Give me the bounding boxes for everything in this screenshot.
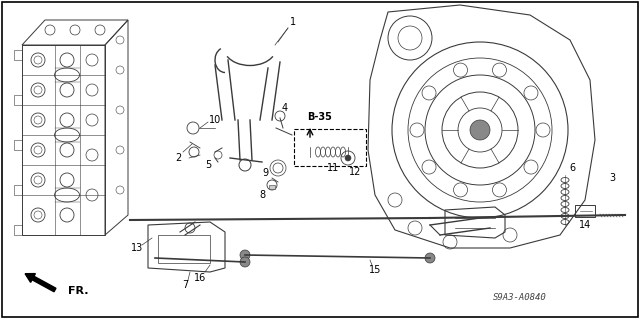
- Text: 2: 2: [175, 153, 181, 163]
- Text: 16: 16: [194, 273, 206, 283]
- Bar: [575, 205, 595, 217]
- Text: FR.: FR.: [68, 286, 88, 296]
- Text: 8: 8: [259, 190, 265, 200]
- Text: 5: 5: [205, 160, 211, 170]
- Text: 14: 14: [579, 220, 591, 230]
- Circle shape: [240, 257, 250, 267]
- Text: 10: 10: [209, 115, 221, 125]
- Bar: [14, 140, 22, 150]
- Bar: [14, 185, 22, 195]
- Bar: [14, 95, 22, 105]
- Text: 1: 1: [290, 17, 296, 27]
- Text: 15: 15: [369, 265, 381, 275]
- Text: 4: 4: [282, 103, 288, 113]
- Text: 9: 9: [262, 168, 268, 178]
- FancyArrow shape: [25, 274, 56, 292]
- Circle shape: [345, 155, 351, 161]
- Bar: [14, 50, 22, 60]
- Text: 6: 6: [569, 163, 575, 173]
- Text: 13: 13: [131, 243, 143, 253]
- Bar: [158, 235, 210, 263]
- Text: B-35: B-35: [308, 112, 332, 122]
- Bar: [269, 185, 275, 189]
- Circle shape: [425, 253, 435, 263]
- Circle shape: [470, 120, 490, 140]
- Text: 7: 7: [182, 280, 188, 290]
- Text: 11: 11: [327, 163, 339, 173]
- Text: 3: 3: [609, 173, 615, 183]
- Text: 12: 12: [349, 167, 361, 177]
- Circle shape: [240, 250, 250, 260]
- Text: S9A3-A0840: S9A3-A0840: [493, 293, 547, 302]
- Bar: [14, 225, 22, 235]
